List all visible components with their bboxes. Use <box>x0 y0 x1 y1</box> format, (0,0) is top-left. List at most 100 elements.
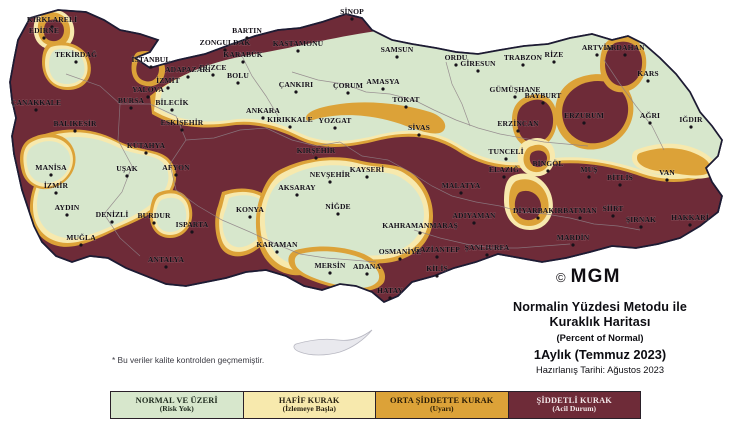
cyprus-outline <box>293 329 373 356</box>
city-label: ŞIRNAK <box>626 215 656 224</box>
city-marker: YALOVA <box>132 85 164 99</box>
zone-kirklareli-severe <box>43 19 64 42</box>
city-marker: ADANA <box>353 262 381 276</box>
city-label: KIRKLARELİ <box>27 14 77 24</box>
city-dot <box>34 108 38 112</box>
city-dot <box>459 191 463 195</box>
city-label: ÇANAKKALE <box>11 98 61 107</box>
city-marker: BOLU <box>227 71 250 85</box>
city-marker: KAYSERİ <box>349 164 384 179</box>
city-label: MUĞLA <box>66 232 96 242</box>
zone-bingol-severe <box>529 150 547 168</box>
city-label: HATAY <box>377 286 404 295</box>
city-marker: KIRKLARELİ <box>27 14 77 29</box>
city-dot <box>536 216 540 220</box>
city-dot <box>546 169 550 173</box>
city-dot <box>288 125 292 129</box>
drought-zones <box>20 10 722 292</box>
city-label: MARDİN <box>557 232 590 242</box>
city-marker: IĞDIR <box>679 114 703 129</box>
city-dot <box>398 257 402 261</box>
city-marker: AYDIN <box>54 203 80 217</box>
city-label: NEVŞEHİR <box>310 169 351 179</box>
city-marker: İZMİT <box>156 75 180 90</box>
city-dot <box>110 220 114 224</box>
legend: NORMAL VE ÜZERİ (Risk Yok) HAFİF KURAK (İzl… <box>110 391 641 419</box>
city-marker: ZONGULDAK <box>199 38 250 52</box>
title-line-1: Normalin Yüzdesi Metodu ile <box>513 300 687 314</box>
city-dot <box>245 36 249 40</box>
city-dot <box>395 55 399 59</box>
city-label: ISPARTA <box>176 220 209 229</box>
city-dot <box>587 175 591 179</box>
city-marker: TRABZON <box>504 53 543 67</box>
city-marker: ANTALYA <box>148 255 185 269</box>
city-dot <box>485 253 489 257</box>
agency-label: MGM <box>570 266 621 287</box>
city-label: BURSA <box>118 96 145 105</box>
city-label: VAN <box>659 168 675 177</box>
legend-item-3: ŞİDDETLİ KURAK (Acil Durum) <box>508 392 640 418</box>
legend-item-1: HAFİF KURAK (İzlemeye Başla) <box>243 392 376 418</box>
city-dot <box>571 243 575 247</box>
city-dot <box>665 178 669 182</box>
city-label: SİNOP <box>340 6 364 16</box>
zone-diyarbakir <box>504 173 553 230</box>
zone-central-normal <box>264 165 425 266</box>
city-dot <box>73 129 77 133</box>
city-label: KÜTAHYA <box>127 141 166 150</box>
city-dot <box>223 48 227 52</box>
city-dot <box>611 214 615 218</box>
city-marker: ERZİNCAN <box>497 118 539 133</box>
city-marker: SAMSUN <box>380 45 414 59</box>
city-label: BATMAN <box>563 206 597 215</box>
zone-izmir-pocket <box>20 133 76 190</box>
city-dot <box>190 230 194 234</box>
city-dot <box>435 255 439 259</box>
city-dot <box>516 129 520 133</box>
zone-van-moderate <box>637 148 711 176</box>
city-label: KIRŞEHİR <box>297 145 336 155</box>
city-label: MERSİN <box>315 260 346 270</box>
city-label: KAHRAMANMARAŞ <box>382 221 458 230</box>
city-marker: TEKİRDAĞ <box>55 49 97 64</box>
city-dot <box>129 106 133 110</box>
city-marker: ARDAHAN <box>605 43 645 57</box>
city-marker: ANKARA <box>246 106 280 120</box>
legend-item-title: NORMAL VE ÜZERİ <box>135 395 218 405</box>
city-dot <box>296 49 300 53</box>
city-label: ERZİNCAN <box>497 118 539 128</box>
city-label: MALATYA <box>442 181 481 190</box>
city-dot <box>454 63 458 67</box>
city-label: DENİZLİ <box>96 209 129 219</box>
city-dot <box>50 25 54 29</box>
city-dot <box>689 125 693 129</box>
city-dot <box>328 271 332 275</box>
zone-erzurum-severe <box>555 74 634 150</box>
city-marker: YOZGAT <box>318 116 352 130</box>
city-marker: AMASYA <box>366 77 400 91</box>
city-label: MUŞ <box>580 165 597 174</box>
map-title-block: Normalin Yüzdesi Metodu ile Kuraklık Har… <box>452 300 748 377</box>
city-marker: KİLİS <box>426 263 448 278</box>
city-label: KONYA <box>236 205 264 214</box>
city-dot <box>504 157 508 161</box>
city-label: ARDAHAN <box>605 43 645 52</box>
city-dot <box>125 174 129 178</box>
city-label: KARABÜK <box>223 50 263 59</box>
city-dot <box>236 81 240 85</box>
city-marker: HATAY <box>377 286 404 300</box>
city-marker: KIRIKKALE <box>267 115 313 129</box>
city-label: ARTVİN <box>582 42 613 52</box>
legend-item-subtitle: (Acil Durum) <box>552 404 597 414</box>
city-dot <box>42 36 46 40</box>
city-marker: VAN <box>659 168 675 182</box>
city-marker: ADAPAZARI <box>165 65 211 79</box>
city-label: DÜZCE <box>199 63 226 72</box>
city-label: BALIKESİR <box>53 118 97 128</box>
city-marker: MUŞ <box>580 165 598 179</box>
city-dot <box>388 296 392 300</box>
zone-bayburt-severe-core <box>517 99 554 143</box>
city-label: SİVAS <box>408 122 430 132</box>
